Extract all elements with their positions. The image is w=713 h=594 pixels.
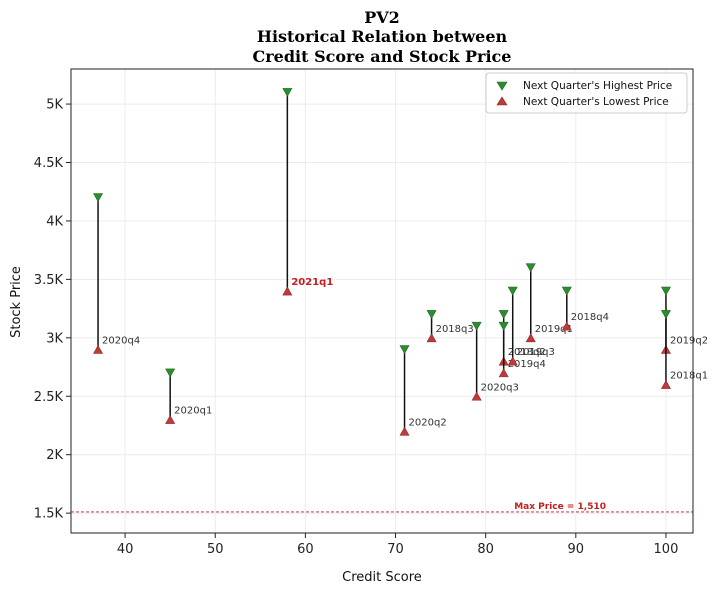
legend-marker-low: [496, 96, 508, 106]
low-price-marker: [660, 379, 671, 389]
low-price-marker: [165, 415, 176, 424]
high-price-marker: [660, 310, 671, 320]
high-price-marker: [399, 345, 410, 355]
point-label: 2019q4: [508, 359, 546, 370]
high-price-marker: [165, 368, 176, 378]
high-price-marker: [660, 286, 671, 296]
legend-frame: [485, 72, 688, 114]
low-price-marker: [525, 333, 536, 343]
chart-title-line-2: Historical Relation between: [257, 27, 508, 46]
point-label: 2020q2: [409, 417, 447, 428]
x-axis-label: Credit Score: [342, 570, 422, 585]
y-axis-label: Stock Price: [9, 266, 24, 338]
grid: [71, 69, 693, 533]
high-price-marker: [426, 310, 437, 320]
data-points: 2020q4 2020q1 2021q1 2020q2 2018q3 2020q3 2018…: [93, 88, 708, 436]
y-tick-label: 4.5K: [34, 156, 64, 171]
high-price-marker: [525, 263, 536, 273]
high-price-marker: [507, 286, 518, 296]
point-label: 2019q3: [517, 347, 555, 358]
low-price-marker: [282, 286, 293, 296]
legend-label-low: Next Quarter's Lowest Price: [523, 96, 669, 108]
x-tick-label: 70: [387, 542, 404, 557]
low-price-marker: [471, 391, 482, 401]
high-price-marker: [471, 321, 482, 331]
high-price-marker: [282, 88, 293, 97]
point-label: 2021q1: [291, 277, 333, 288]
legend-label-high: Next Quarter's Highest Price: [523, 80, 672, 92]
low-price-marker: [93, 344, 104, 354]
y-tick-label: 2K: [46, 448, 63, 463]
low-price-marker: [426, 333, 437, 343]
point-label: 2019q2: [670, 336, 708, 347]
low-price-marker: [399, 426, 410, 436]
legend-marker-high: [496, 81, 508, 91]
y-tick-label: 2.5K: [34, 390, 64, 405]
y-tick-label: 3K: [46, 331, 63, 346]
point-label: 2020q1: [174, 406, 212, 417]
y-tick-label: 5K: [46, 98, 63, 113]
point-label: 2018q2: [508, 347, 546, 358]
reference-line-label: Max Price = 1,510: [514, 502, 606, 512]
point-label: 2020q4: [102, 336, 140, 347]
x-tick-label: 80: [477, 542, 494, 557]
x-tick-label: 100: [654, 542, 679, 557]
chart-title-line-3: Credit Score and Stock Price: [253, 47, 512, 66]
axes: 40 50 60 70 80 90 100 1.5K 2K 2.5K 3K 3.5K 4K 4.5K 5K: [34, 68, 694, 557]
point-label: 2019q1: [535, 324, 573, 335]
point-label: 2020q3: [481, 382, 519, 393]
y-tick-label: 3.5K: [34, 273, 64, 288]
chart-title-line-1: PV2: [364, 8, 400, 27]
low-price-marker: [498, 368, 509, 378]
point-label: 2018q1: [670, 371, 708, 382]
high-price-marker: [498, 321, 509, 331]
point-label: 2018q3: [436, 324, 474, 335]
x-tick-label: 90: [568, 542, 585, 557]
low-price-marker: [507, 356, 518, 366]
y-tick-label: 1.5K: [34, 507, 64, 522]
x-tick-label: 50: [207, 542, 224, 557]
point-label: 2018q4: [571, 312, 609, 323]
reference-line-group: Max Price = 1,510: [71, 502, 693, 513]
plot-frame: [70, 68, 694, 534]
high-price-marker: [561, 286, 572, 296]
x-tick-label: 60: [297, 542, 314, 557]
high-price-marker: [498, 310, 509, 320]
x-tick-label: 40: [117, 542, 134, 557]
y-tick-label: 4K: [46, 214, 63, 229]
legend: Next Quarter's Highest Price Next Quarte…: [485, 72, 688, 114]
low-price-marker: [561, 321, 572, 331]
high-price-marker: [93, 193, 104, 203]
